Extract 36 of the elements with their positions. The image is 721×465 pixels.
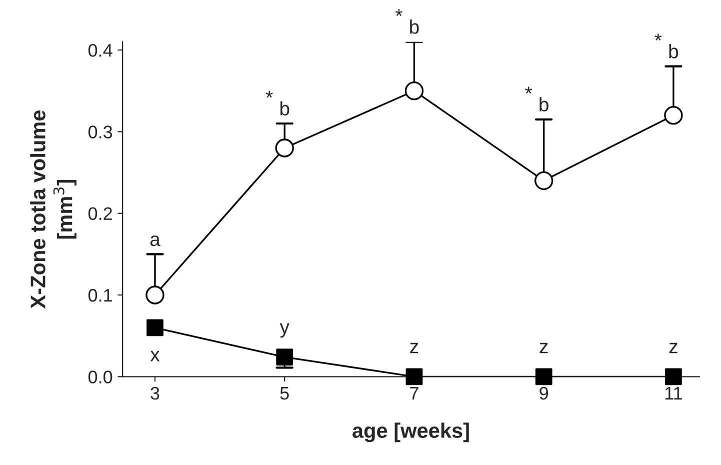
annotation: b — [540, 97, 548, 112]
annotation: b — [669, 44, 678, 58]
annotation: x — [150, 350, 160, 362]
y-tick-label: 0.4 — [88, 44, 112, 57]
point — [146, 286, 164, 304]
point — [275, 138, 294, 158]
x-tick-label: 11 — [665, 387, 682, 400]
annotation: z — [410, 342, 418, 354]
annotation: b — [280, 101, 290, 116]
point — [276, 348, 294, 366]
y-axis-title: X-Zone totla volume [mm$^{3}$] — [30, 110, 76, 309]
annotation: * — [525, 86, 532, 94]
annotation: y — [280, 323, 290, 338]
x-axis-title: age [weeks] — [352, 422, 469, 442]
annotation: * — [654, 34, 662, 40]
annotation: b — [410, 20, 419, 34]
point — [534, 171, 554, 190]
point — [406, 368, 423, 386]
annotation: a — [150, 235, 160, 246]
point — [535, 368, 552, 386]
point — [404, 82, 424, 100]
y-tick-label: 0.3 — [88, 126, 112, 138]
annotation: z — [540, 342, 548, 354]
x-tick-label: 5 — [280, 387, 289, 400]
point — [664, 106, 683, 125]
point — [665, 368, 682, 386]
x-tick-label: 7 — [410, 387, 418, 400]
y-tick-label: 0.1 — [88, 288, 112, 302]
annotation: z — [669, 342, 678, 354]
x-tick-label: 3 — [150, 386, 160, 400]
y-tick-label: 0.2 — [88, 207, 112, 220]
point — [146, 319, 164, 336]
annotation: * — [266, 90, 273, 98]
annotation: * — [395, 9, 402, 16]
y-tick-label: 0.0 — [88, 370, 112, 384]
x-tick-label: 9 — [540, 386, 548, 400]
